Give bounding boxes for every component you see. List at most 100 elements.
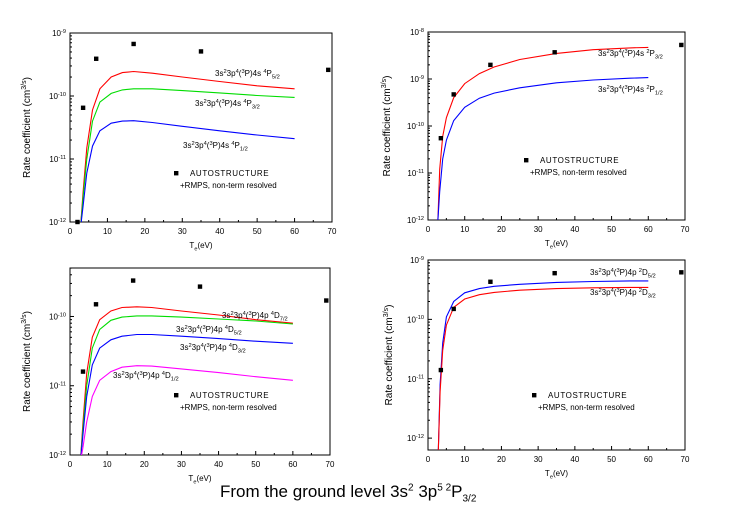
- y-tick-label: 10-11​: [49, 382, 66, 391]
- data-point: [198, 49, 204, 54]
- legend-text: +RMPS, non-term resolved: [538, 403, 635, 412]
- series-line-blue: [437, 77, 649, 220]
- series-line-red: [437, 46, 649, 220]
- curve-label: 3s23p4(3P)4s 2P1/2: [598, 85, 663, 97]
- data-point: [93, 302, 99, 307]
- y-axis-label: Rate coefficient (cm3/s​): [21, 311, 33, 412]
- series-line-red: [437, 286, 649, 450]
- curve-label: 3s23p4(3P)4p 4D7/2: [222, 311, 288, 323]
- x-tick-label: 30: [534, 455, 543, 464]
- x-tick-label: 50: [607, 225, 616, 234]
- x-tick-label: 0: [426, 225, 431, 234]
- data-point: [451, 92, 456, 97]
- chart-bottom-right: 0 10 20 30 40 50 60 70 10-12​ 10-11​ 10-10​ 10-9​ Te…: [383, 256, 690, 481]
- series-line-magenta: [81, 365, 293, 455]
- curve-label: 3s23p4(3P)4s 4P3/2: [195, 99, 260, 111]
- x-tick-label: 60: [644, 225, 653, 234]
- data-point: [131, 41, 136, 47]
- y-tick-label: 10-12​: [407, 434, 424, 443]
- legend-text: +RMPS, non-term resolved: [180, 181, 277, 190]
- series-line-blue: [437, 280, 649, 450]
- y-axis-label: Rate coefficient (cm3/s​): [21, 77, 33, 178]
- curve-label: 3s23p4(3P)4p 2D5/2: [590, 268, 656, 280]
- series-line-red: [80, 70, 295, 222]
- x-tick-label: 10: [103, 227, 112, 236]
- plot-frame: [427, 31, 686, 221]
- curve-label: 3s23p4(3P)4p 2D3/2: [590, 288, 656, 300]
- x-tick-label: 40: [570, 455, 579, 464]
- data-point: [679, 42, 684, 48]
- y-tick-label: 10-10​: [407, 315, 424, 324]
- x-tick-label: 10: [103, 460, 112, 469]
- y-tick-label: 10-9​: [410, 75, 424, 84]
- data-point: [438, 136, 444, 141]
- legend-marker: [532, 393, 537, 398]
- y-tick-label: 10-11​: [407, 375, 424, 384]
- legend-text: AUTOSTRUCTURE: [190, 391, 269, 400]
- x-tick-label: 50: [607, 455, 616, 464]
- y-tick-label: 10-10​: [407, 122, 424, 131]
- caption-term: P: [451, 482, 463, 501]
- legend-marker: [174, 171, 179, 176]
- data-point: [552, 50, 557, 55]
- x-axis-label: Te​(eV): [545, 239, 568, 250]
- x-tick-label: 20: [497, 225, 506, 234]
- x-tick-label: 70: [328, 227, 337, 236]
- x-tick-label: 10: [460, 225, 469, 234]
- chart-bottom-left: 0 10 20 30 40 50 60 70 10-12​ 10-11​ 10-10​ Te​(eV)…: [21, 267, 335, 485]
- caption-prefix: From the ground level 3s: [220, 482, 409, 501]
- y-tick-label: 10-12​: [407, 216, 424, 225]
- data-point: [679, 270, 684, 275]
- legend-text: +RMPS, non-term resolved: [180, 403, 277, 412]
- data-point: [130, 278, 136, 283]
- x-tick-label: 40: [214, 460, 223, 469]
- caption-sub: 3/2: [462, 493, 477, 505]
- x-tick-label: 0: [426, 455, 431, 464]
- y-tick-label: 10-10​: [49, 92, 66, 101]
- x-tick-label: 0: [68, 227, 73, 236]
- series-line-red: [80, 306, 293, 455]
- curve-label: 3s23p4(3P)4s 2P3/2: [598, 49, 663, 61]
- x-tick-label: 30: [534, 225, 543, 234]
- y-tick-label: 10-10​: [49, 312, 66, 321]
- plot-frame: [69, 267, 331, 456]
- x-tick-label: 0: [68, 460, 73, 469]
- legend-text: AUTOSTRUCTURE: [190, 169, 269, 178]
- legend-text: AUTOSTRUCTURE: [548, 391, 627, 400]
- curve-label: 3s23p4(3P)4p 4D1/2: [113, 371, 179, 383]
- y-tick-label: 10-11​: [49, 155, 66, 164]
- x-tick-label: 50: [251, 460, 260, 469]
- x-tick-label: 60: [290, 227, 299, 236]
- caption-sup1: 2: [408, 482, 414, 494]
- x-tick-label: 30: [177, 460, 186, 469]
- series-line-green: [80, 315, 293, 455]
- x-tick-label: 40: [215, 227, 224, 236]
- series-line-blue: [80, 333, 293, 455]
- figure-caption: From the ground level 3s2 3p5 2P3/2: [220, 482, 476, 504]
- x-tick-label: 30: [178, 227, 187, 236]
- data-point: [451, 306, 456, 312]
- y-axis-label: Rate coefficient (cm3/s​): [381, 76, 393, 177]
- data-point: [552, 270, 557, 276]
- chart-top-right: 0 10 20 30 40 50 60 70 10-12​ 10-11​ 10-10​ 10-9​ 10…: [381, 28, 690, 251]
- x-axis-label: Te​(eV): [188, 474, 211, 485]
- series-line-blue: [80, 120, 295, 222]
- y-tick-label: 10-8​: [410, 28, 424, 37]
- curve-label: 3s23p4(3P)4s 4P5/2: [215, 69, 280, 81]
- legend-marker: [174, 393, 179, 398]
- data-point: [80, 105, 86, 110]
- data-point: [324, 298, 329, 303]
- x-tick-label: 70: [681, 225, 690, 234]
- data-point: [326, 67, 331, 73]
- x-tick-label: 20: [497, 455, 506, 464]
- data-point: [488, 62, 493, 68]
- x-tick-label: 60: [288, 460, 297, 469]
- x-tick-label: 20: [140, 460, 149, 469]
- data-point: [197, 284, 203, 289]
- data-point: [438, 367, 444, 373]
- y-tick-label: 10-9​: [52, 29, 66, 38]
- legend-marker: [524, 158, 529, 163]
- y-tick-label: 10-9​: [410, 256, 424, 265]
- series-line-green: [80, 88, 295, 222]
- data-point: [94, 56, 99, 61]
